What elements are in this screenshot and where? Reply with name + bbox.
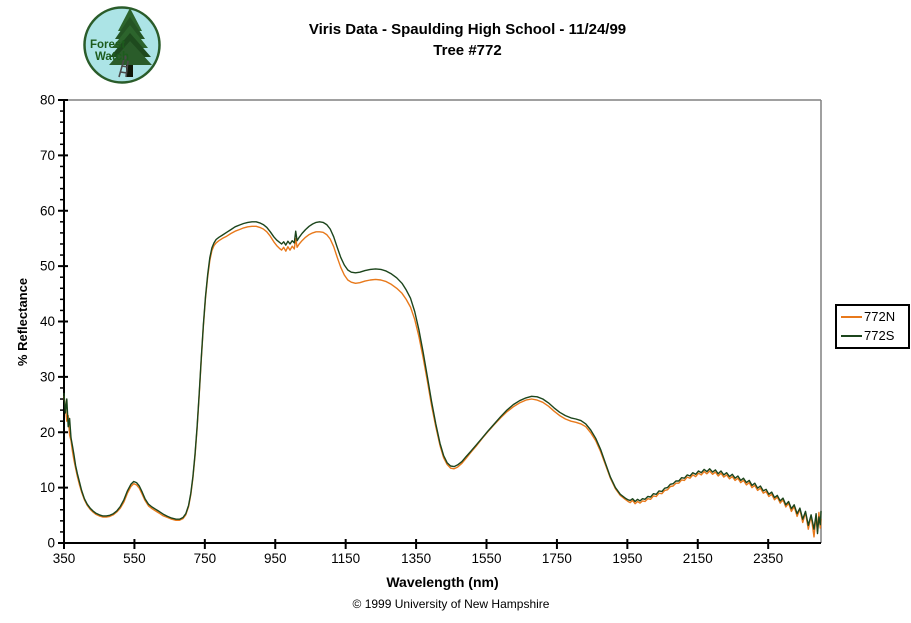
x-tick-label: 1950 [612,551,642,566]
y-tick-label: 50 [40,259,55,274]
y-tick-label: 0 [47,536,55,551]
y-tick-label: 20 [40,425,55,440]
x-axis-title: Wavelength (nm) [386,574,499,590]
chart-title-block: Viris Data - Spaulding High School - 11/… [10,19,911,61]
y-tick-label: 70 [40,148,55,163]
x-tick-label: 1550 [471,551,501,566]
climber-icon [118,55,129,78]
tree-icon [109,8,152,77]
x-tick-label: 750 [194,551,217,566]
forest-watch-logo: Forest Watch [82,5,162,85]
y-tick-label: 40 [40,314,55,329]
legend: 772N 772S [835,304,910,349]
x-tick-label: 950 [264,551,287,566]
x-tick-label: 1350 [401,551,431,566]
x-tick-label: 550 [123,551,146,566]
legend-line-swatch-772N [841,315,862,318]
logo-text-line1: Forest [90,39,125,51]
y-axis-title: % Reflectance [15,277,30,367]
series-line-772N [63,225,822,538]
y-tick-label: 30 [40,369,55,384]
x-tick-label: 2150 [683,551,713,566]
forest-watch-logo-graphic: Forest Watch [83,6,161,84]
x-tick-label: 1750 [542,551,572,566]
chart-title: Viris Data - Spaulding High School - 11/… [308,21,627,38]
legend-label-772S: 772S [864,328,895,343]
series-line-772S [63,221,822,535]
legend-item-772N: 772N [841,308,904,325]
x-tick-label: 350 [53,551,76,566]
legend-line-swatch-772S [841,334,862,337]
legend-label-772N: 772N [864,309,896,324]
copyright-text: © 1999 University of New Hampshire [352,597,550,611]
x-tick-label: 2350 [753,551,783,566]
y-tick-label: 60 [40,203,55,218]
y-tick-label: 80 [40,93,55,108]
x-tick-label: 1150 [331,551,360,566]
logo-text-line2: Watch [95,51,129,63]
y-tick-label: 10 [40,480,55,495]
legend-item-772S: 772S [841,327,904,344]
chart-subtitle: Tree #772 [433,42,502,59]
